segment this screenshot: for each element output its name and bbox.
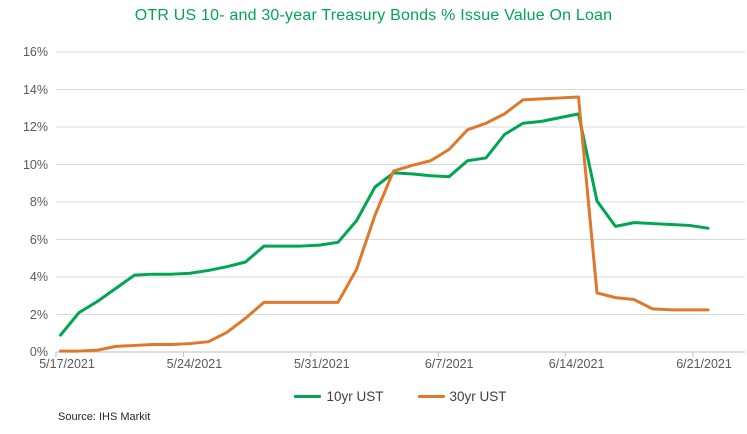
x-tick-label: 5/31/2021 [293, 357, 350, 371]
source-note: Source: IHS Markit [58, 411, 151, 423]
y-tick-label: 8% [29, 195, 48, 209]
legend-label: 30yr UST [449, 389, 507, 404]
legend-label: 10yr UST [326, 389, 384, 404]
legend: 10yr UST 30yr UST [56, 389, 745, 404]
series-line-30yr-ust [59, 95, 710, 353]
y-tick-label: 6% [29, 232, 48, 247]
chart-title: OTR US 10- and 30-year Treasury Bonds % … [134, 7, 613, 24]
y-tick-label: 10% [22, 157, 48, 172]
x-tick-label: 6/21/2021 [676, 357, 732, 371]
legend-swatch [294, 395, 322, 398]
x-tick-label: 6/7/2021 [424, 357, 474, 371]
y-tick-label: 14% [22, 82, 48, 97]
legend-item-10yr-ust: 10yr UST [294, 389, 384, 404]
y-tick-label: 4% [29, 270, 48, 284]
series-line-10yr-ust [59, 112, 710, 337]
y-tick-label: 0% [29, 345, 48, 359]
y-tick-label: 12% [22, 120, 48, 134]
legend-item-30yr-ust: 30yr UST [417, 389, 507, 404]
y-tick-label: 16% [22, 45, 48, 59]
y-tick-label: 2% [29, 307, 48, 322]
x-tick-label: 5/17/2021 [39, 357, 95, 371]
x-tick-label: 5/24/2021 [166, 357, 223, 371]
legend-swatch [417, 395, 445, 398]
x-tick-label: 6/14/2021 [548, 357, 605, 371]
